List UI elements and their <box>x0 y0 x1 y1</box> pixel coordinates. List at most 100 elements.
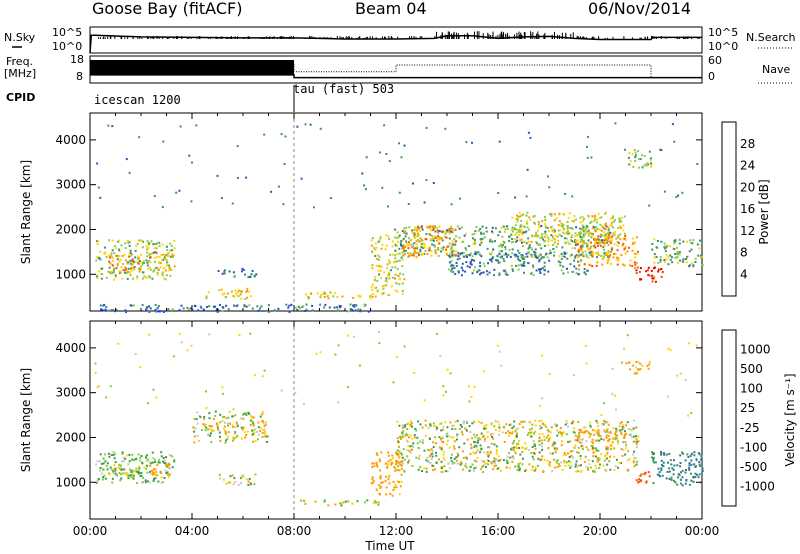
velocity-panel-cell <box>440 448 443 451</box>
velocity-panel-cell <box>469 465 472 468</box>
power-panel-cell <box>520 254 523 256</box>
velocity-panel-cell <box>587 448 590 451</box>
power-panel-cell <box>245 305 248 308</box>
power-panel-cell <box>491 257 494 260</box>
power-panel-cell <box>591 233 594 236</box>
velocity-panel-cell <box>516 469 519 471</box>
velocity-panel-cell <box>638 480 641 483</box>
power-panel-cell <box>552 230 555 233</box>
power-panel-cell <box>168 264 171 267</box>
power-panel-cell <box>178 309 181 312</box>
date-title: 06/Nov/2014 <box>588 0 691 18</box>
power-panel-cell <box>526 222 529 225</box>
power-panel-cell <box>603 241 605 244</box>
velocity-panel-cell <box>456 452 459 455</box>
power-panel-scatter <box>138 136 141 139</box>
velocity-panel-cell <box>503 426 506 429</box>
power-panel-cell <box>541 267 544 270</box>
velocity-panel-cell <box>624 441 627 444</box>
power-panel-cell <box>521 254 524 256</box>
power-panel-cell <box>382 292 385 294</box>
velocity-panel-cell <box>224 432 227 435</box>
velocity-panel-cell <box>495 445 498 448</box>
power-panel-cell <box>349 309 352 312</box>
velocity-panel-cell <box>242 426 245 429</box>
power-panel-scatter <box>400 156 403 159</box>
velocity-panel-cell <box>684 471 687 474</box>
velocity-panel-scatter <box>353 335 356 338</box>
power-panel-cell <box>429 239 432 242</box>
velocity-panel-cell <box>247 411 250 414</box>
power-panel-scatter <box>153 195 156 198</box>
velocity-panel-cell <box>660 459 663 462</box>
power-panel-cell <box>149 256 152 259</box>
power-panel-cell <box>472 269 475 272</box>
power-panel-cell <box>509 255 512 258</box>
power-panel-cell <box>560 222 563 225</box>
power-panel-cell <box>544 216 546 219</box>
power-panel-cell <box>158 245 161 248</box>
power-panel-cell <box>548 238 550 241</box>
power-panel-cell <box>603 240 606 243</box>
power-panel-scatter <box>221 197 223 199</box>
velocity-panel-cell <box>153 472 156 475</box>
velocity-panel-cell <box>487 454 490 456</box>
power-panel-cell <box>96 274 99 277</box>
velocity-panel-cell <box>398 445 400 448</box>
velocity-panel-cell <box>491 436 494 438</box>
velocity-panel-cell <box>662 461 665 464</box>
power-panel-cell <box>208 291 210 294</box>
velocity-panel-cell <box>524 470 526 473</box>
power-panel-cell <box>504 252 507 255</box>
power-panel-cell <box>585 253 588 256</box>
power-panel-cell <box>414 247 416 250</box>
power-panel-cell <box>589 253 592 256</box>
power-panel-cell <box>619 238 622 241</box>
power-panel-cell <box>411 246 414 248</box>
power-panel-cell <box>141 239 144 242</box>
power-panel-cell <box>222 306 225 309</box>
power-panel-cell <box>595 221 598 224</box>
power-panel-cell <box>423 252 426 255</box>
power-panel-cell <box>678 253 681 256</box>
power-panel-cell <box>477 229 480 232</box>
power-panel-cell <box>399 278 401 281</box>
power-panel-cell <box>593 237 596 240</box>
power-panel-cell <box>102 304 105 307</box>
power-panel-cell <box>523 265 526 267</box>
velocity-panel-cell <box>419 423 422 426</box>
velocity-panel-cell <box>588 421 591 424</box>
power-panel-cell <box>157 267 160 270</box>
velocity-panel-cell <box>681 469 684 472</box>
velocity-panel-cell <box>452 424 455 427</box>
velocity-panel-cell <box>454 420 457 423</box>
velocity-panel-cell <box>371 466 374 468</box>
power-panel-cell <box>540 236 543 239</box>
velocity-panel-cell <box>140 472 143 475</box>
velocity-panel-scatter <box>294 391 297 394</box>
velocity-panel-cell <box>385 486 388 489</box>
power-panel-cell <box>251 307 254 310</box>
power-panel-cell <box>141 277 144 280</box>
velocity-panel-cell <box>136 471 139 473</box>
power-y-label: Slant Range [km] <box>19 160 33 264</box>
velocity-panel-cell <box>104 453 107 456</box>
power-panel-cell <box>126 272 128 275</box>
power-panel-scatter <box>309 123 312 126</box>
velocity-panel-cell <box>514 465 517 468</box>
velocity-panel-cell <box>597 434 600 437</box>
power-panel-cell <box>599 234 602 236</box>
noise-right-tick-bottom: 10^0 <box>708 40 738 53</box>
velocity-panel-cell <box>205 426 208 429</box>
power-panel-cell <box>148 310 151 313</box>
power-panel-cell <box>490 260 493 263</box>
velocity-panel-cell <box>375 501 378 504</box>
power-panel-cell <box>562 272 565 275</box>
velocity-panel-cell <box>665 477 668 480</box>
power-panel-cell <box>118 270 121 273</box>
power-panel-cell <box>555 245 558 248</box>
velocity-panel-cell <box>195 418 198 421</box>
power-panel-cell <box>596 238 599 241</box>
power-panel-cell <box>217 270 220 272</box>
velocity-panel-cell <box>432 464 435 467</box>
